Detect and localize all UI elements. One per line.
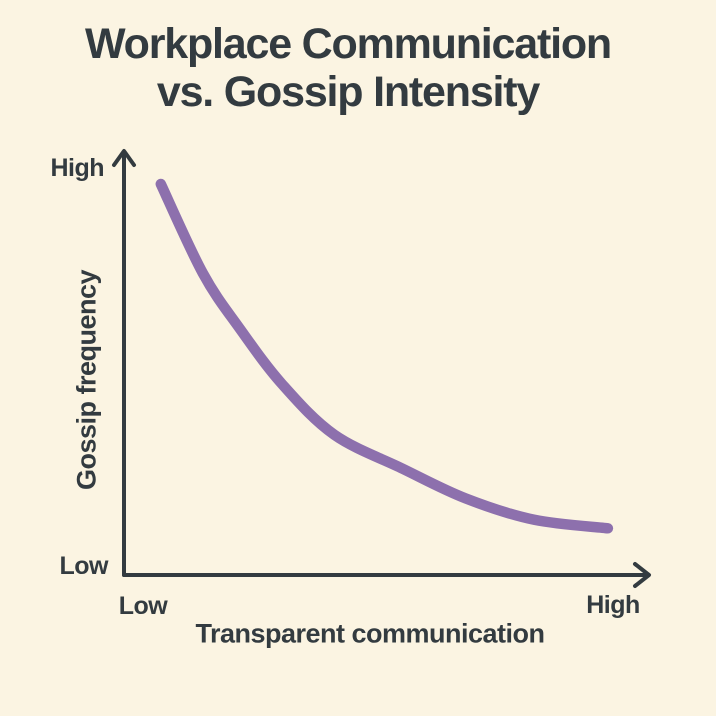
chart-title-line1: Workplace Communication (85, 20, 612, 68)
x-axis-tick-high: High (586, 591, 640, 619)
y-axis-arrow-icon (112, 149, 136, 167)
gossip-curve (155, 178, 614, 534)
chart-title: Workplace Communication vs. Gossip Inten… (85, 20, 612, 116)
y-axis-tick-low: Low (59, 552, 109, 580)
y-axis-title: Gossip frequency (71, 269, 102, 491)
x-axis-title: Transparent communication (195, 618, 545, 649)
x-axis-arrow-icon (633, 562, 651, 588)
x-axis-tick-low: Low (118, 592, 168, 620)
y-axis-tick-high: High (50, 154, 104, 182)
chart-title-line2: vs. Gossip Intensity (156, 68, 540, 116)
